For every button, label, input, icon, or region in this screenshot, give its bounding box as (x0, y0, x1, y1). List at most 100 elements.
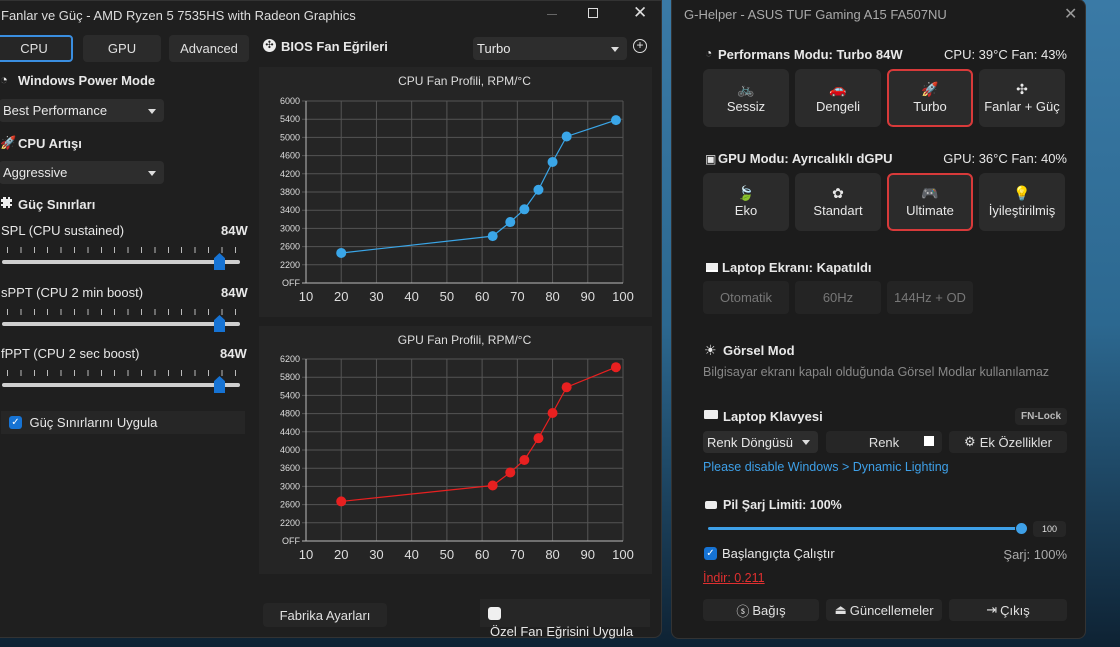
donate-button[interactable]: ⓢ Bağış (703, 599, 819, 621)
gpu-optimized-button[interactable]: 💡 İyileştirilmiş (979, 173, 1065, 231)
series-line (341, 119, 617, 254)
fppt-slider-track[interactable] (2, 383, 240, 387)
startup-checkbox[interactable]: ✓ Başlangıçta Çalıştır (704, 545, 835, 561)
y-tick-label: 2600 (280, 242, 300, 252)
mode-turbo-button[interactable]: 🚀 Turbo (887, 69, 973, 127)
minimize-button[interactable] (547, 14, 557, 15)
flower-icon: ✿ (832, 185, 844, 201)
tab-advanced[interactable]: Advanced (169, 35, 249, 62)
gauge-icon: ◔ (705, 46, 713, 60)
close-button[interactable]: ✕ (1064, 6, 1078, 23)
update-icon: ⏏ (834, 602, 847, 617)
power-limits-label: Güç Sınırları (18, 197, 96, 212)
data-point[interactable] (519, 455, 530, 466)
cpu-boost-select[interactable]: Aggressive (0, 161, 164, 184)
windows-power-mode-select[interactable]: Best Performance (0, 99, 164, 122)
x-tick-label: 90 (581, 547, 595, 562)
y-tick-label: OFF (282, 278, 300, 288)
battery-slider-track[interactable] (708, 527, 1022, 530)
checkbox-label: Özel Fan Eğrisini Uygula (490, 624, 634, 640)
apply-custom-curve-checkbox[interactable]: Özel Fan Eğrisini Uygula (480, 599, 650, 639)
data-point[interactable] (336, 247, 347, 258)
data-point[interactable] (505, 217, 516, 228)
rocket-icon: 🚀 (921, 81, 939, 97)
y-tick-label: 4600 (280, 151, 300, 161)
battery-slider-thumb[interactable] (1015, 522, 1028, 535)
gpu-eco-button[interactable]: 🍃 Eko (703, 173, 789, 231)
select-value: Aggressive (3, 165, 68, 180)
fn-lock-button[interactable]: FN-Lock (1015, 408, 1067, 425)
x-tick-label: 90 (581, 289, 595, 304)
data-point[interactable] (561, 382, 572, 393)
screen-144hz-button[interactable]: 144Hz + OD (887, 281, 973, 314)
spl-slider-thumb[interactable] (214, 253, 225, 270)
tab-cpu[interactable]: CPU (0, 35, 73, 62)
sppt-slider-track[interactable] (2, 322, 240, 326)
screen-auto-button[interactable]: Otomatik (703, 281, 789, 314)
slider-value: 84W (220, 346, 247, 361)
factory-reset-button[interactable]: Fabrika Ayarları (263, 603, 387, 627)
maximize-button[interactable] (588, 8, 598, 18)
keyboard-label: Laptop Klavyesi (723, 409, 823, 424)
fan-icon: ✣ (1016, 81, 1028, 97)
mode-label: Standart (813, 203, 863, 218)
car-icon: 🚗 (829, 81, 847, 97)
gear-icon: ⚙ (964, 434, 976, 449)
gpu-fan-chart-svg[interactable]: GPU Fan Profili, RPM/°C 10 20 30 40 50 60 70 80 9… (259, 326, 652, 574)
keyboard-mode-select[interactable]: Renk Döngüsü (703, 431, 818, 453)
slider-label: fPPT (CPU 2 sec boost) (1, 346, 140, 361)
data-point[interactable] (533, 184, 544, 195)
download-link[interactable]: İndir: 0.211 (703, 571, 765, 585)
mode-silent-button[interactable]: 🚲 Sessiz (703, 69, 789, 127)
data-point[interactable] (487, 480, 498, 491)
x-tick-label: 100 (612, 547, 634, 562)
gpu-standard-button[interactable]: ✿ Standart (795, 173, 881, 231)
slider-value: 84W (221, 223, 248, 238)
mode-label: Fanlar + Güç (984, 99, 1060, 114)
fppt-slider-thumb[interactable] (214, 376, 225, 393)
x-tick-label: 30 (369, 289, 383, 304)
battery-value-box: 100 (1033, 521, 1066, 537)
add-profile-button[interactable]: + (633, 39, 647, 53)
x-tick-label: 70 (510, 289, 524, 304)
keyboard-color-button[interactable]: Renk (826, 431, 942, 453)
data-point[interactable] (547, 407, 558, 418)
data-point[interactable] (610, 115, 621, 126)
chart-title: GPU Fan Profili, RPM/°C (398, 333, 532, 347)
data-point[interactable] (519, 204, 530, 215)
spl-slider-track[interactable] (2, 260, 240, 264)
x-tick-label: 50 (440, 547, 454, 562)
apply-power-limits-checkbox[interactable]: ✓ Güç Sınırlarını Uygula (1, 411, 245, 434)
extra-settings-button[interactable]: ⚙ Ek Özellikler (949, 431, 1067, 453)
screen-60hz-button[interactable]: 60Hz (795, 281, 881, 314)
x-tick-label: 60 (475, 289, 489, 304)
cpu-fan-chart-svg[interactable]: CPU Fan Profili, RPM/°C 10 20 30 40 50 60 70 80 9… (259, 67, 652, 317)
mode-balanced-button[interactable]: 🚗 Dengeli (795, 69, 881, 127)
gpu-ultimate-button[interactable]: 🎮 Ultimate (887, 173, 973, 231)
tab-gpu[interactable]: GPU (83, 35, 161, 62)
slider-label: sPPT (CPU 2 min boost) (1, 285, 144, 300)
battery-icon (705, 501, 717, 509)
updates-button[interactable]: ⏏ Güncellemeler (826, 599, 942, 621)
mode-fans-power-button[interactable]: ✣ Fanlar + Güç (979, 69, 1065, 127)
y-tick-label: 4200 (280, 169, 300, 179)
y-tick-label: 5800 (280, 372, 300, 382)
data-point[interactable] (505, 467, 516, 478)
quit-button[interactable]: ⇥ Çıkış (949, 599, 1067, 621)
checkbox-checked-icon: ✓ (9, 416, 22, 430)
data-point[interactable] (561, 131, 572, 142)
close-button[interactable]: ✕ (633, 3, 648, 22)
window-title: Fanlar ve Güç - AMD Ryzen 5 7535HS with … (1, 8, 356, 23)
chevron-down-icon (148, 170, 156, 176)
data-point[interactable] (487, 231, 498, 242)
dynamic-lighting-link[interactable]: Please disable Windows > Dynamic Lightin… (703, 460, 949, 474)
x-tick-label: 10 (299, 289, 313, 304)
sppt-slider-thumb[interactable] (214, 315, 225, 332)
data-point[interactable] (610, 362, 621, 373)
slider-ticks (7, 370, 237, 376)
fan-profile-select[interactable]: Turbo (473, 37, 627, 60)
gpu-fan-chart: GPU Fan Profili, RPM/°C 10 20 30 40 50 60 70 80 9… (259, 326, 652, 574)
data-point[interactable] (533, 433, 544, 444)
data-point[interactable] (336, 496, 347, 507)
data-point[interactable] (547, 156, 558, 167)
